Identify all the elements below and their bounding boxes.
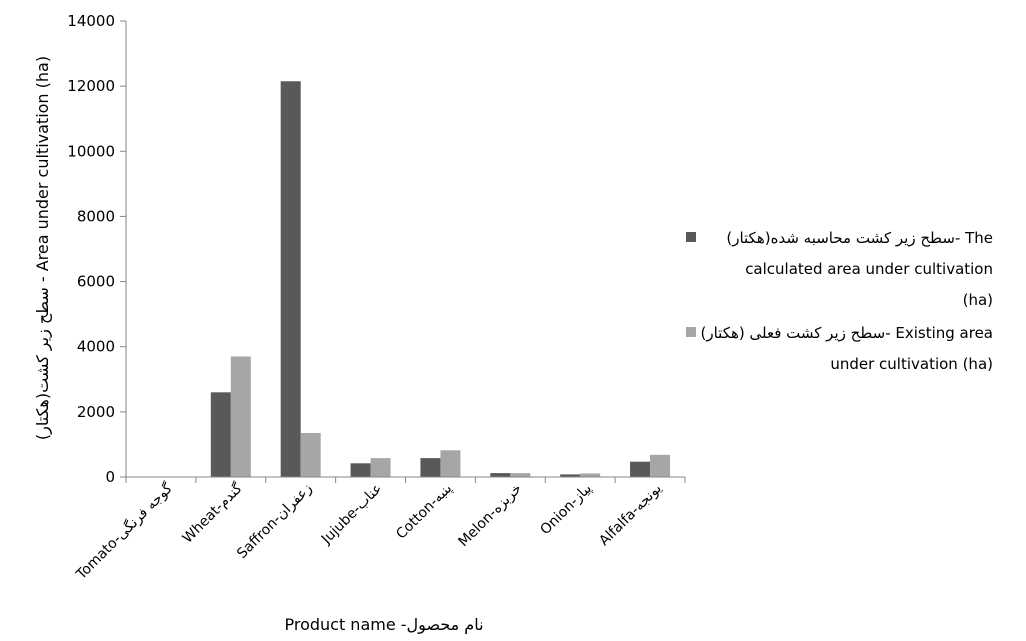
y-tick-label: 14000: [67, 12, 115, 30]
x-tick-label: Jujube-عناب: [318, 481, 385, 548]
x-tick-label: Cotton-پنبه: [393, 480, 455, 542]
x-axis: Tomato-گوجه فرنگی Wheat-گندمSaffron-زعفرا…: [72, 476, 686, 584]
bar-series-1: [630, 461, 651, 477]
legend-label-line: calculated area under cultivation: [745, 260, 993, 278]
bar-series-2: [650, 454, 671, 477]
bar-series-2: [300, 433, 321, 477]
bar-series-1: [420, 458, 441, 477]
bar-series-2: [580, 473, 601, 477]
y-tick-label: 0: [105, 468, 115, 486]
x-tick-label: Melon-خربزه: [456, 481, 526, 551]
y-tick-label: 8000: [77, 207, 115, 225]
legend-swatch-2: [686, 327, 696, 337]
y-tick-label: 10000: [67, 142, 115, 160]
y-tick-label: 2000: [77, 403, 115, 421]
x-tick-label: Onion-پیاز: [537, 480, 595, 538]
y-axis-title: سطح زیر کشت(هکتار) - Area under cultivat…: [33, 56, 53, 440]
bar-series-1: [560, 474, 581, 477]
bar-series-2: [370, 458, 391, 477]
x-tick-label: Alfalfa-یونجه: [596, 480, 665, 549]
x-tick-label: Saffron-زعفران: [234, 481, 315, 562]
legend-label-line: سطح زیر کشت محاسبه شده(هکتار)- The: [726, 229, 993, 247]
bar-series-1: [280, 81, 301, 477]
y-tick-label: 6000: [77, 273, 115, 291]
legend-swatch-1: [686, 232, 696, 242]
bar-series-2: [510, 473, 531, 477]
bar-series-2: [230, 356, 251, 477]
plot-area: [210, 81, 671, 477]
legend-label-line: (ha): [963, 291, 993, 309]
legend-label-line: سطح زیر کشت فعلی (هکتار)- Existing area: [701, 324, 994, 342]
bar-series-1: [350, 463, 371, 477]
x-tick-label: Wheat-گندم: [179, 480, 246, 547]
bar-series-2: [440, 450, 461, 477]
y-tick-label: 12000: [67, 77, 115, 95]
x-axis-title: Product name -نام محصول: [284, 615, 483, 635]
x-tick-label: Tomato-گوجه فرنگی: [72, 480, 176, 584]
legend: سطح زیر کشت محاسبه شده(هکتار)- The calcul…: [686, 229, 993, 373]
bar-series-1: [490, 473, 511, 477]
y-axis: 0 2000 4000 6000 8000 10000 12000 14000: [67, 12, 127, 486]
y-tick-label: 4000: [77, 338, 115, 356]
bar-series-1: [210, 392, 231, 477]
legend-label-line: under cultivation (ha): [830, 355, 993, 373]
